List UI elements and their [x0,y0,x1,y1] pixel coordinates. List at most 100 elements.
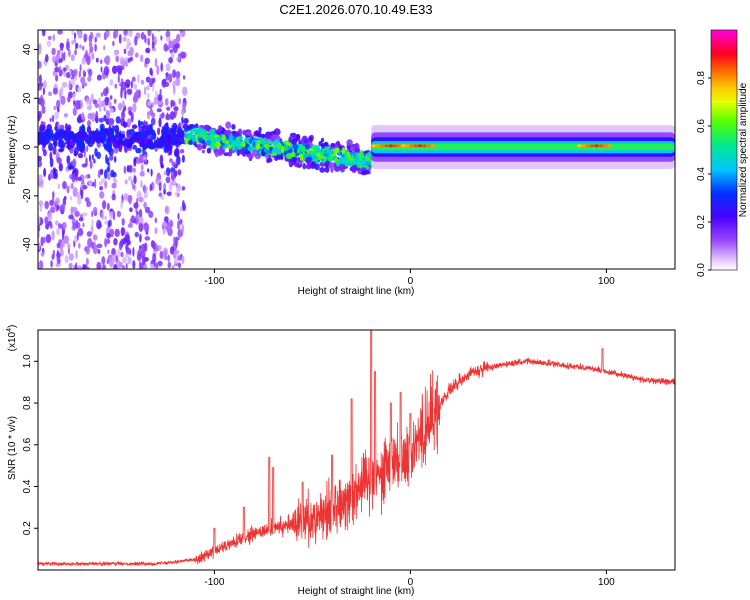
noise-speckle [122,36,127,42]
noise-speckle [106,232,111,239]
noise-speckle [118,102,123,111]
noise-speckle [152,83,155,93]
transition-blob [334,147,340,154]
noise-speckle [63,235,69,245]
noise-speckle [88,98,92,106]
noise-speckle [72,222,76,230]
noise-speckle [160,195,165,200]
noise-speckle [55,74,59,82]
noise-speckle [81,45,85,51]
noise-speckle [104,215,107,220]
y-tick-label: 0.8 [22,396,33,410]
noise-speckle [66,155,71,165]
noise-speckle [114,50,118,57]
noise-speckle [175,71,181,79]
noise-speckle [105,98,109,106]
bottom-y-axis-ticks: 0.2 0.4 0.6 0.8 1.0 [22,354,38,535]
y-tick-label: 0.2 [22,521,33,535]
noise-speckle [77,86,82,93]
noise-band-blob [67,131,73,137]
noise-band-blob [113,136,118,142]
noise-speckle [103,66,110,76]
noise-speckle [165,63,171,72]
noise-speckle [140,262,144,269]
noise-speckle [68,49,71,58]
colorbar: 0.0 0.2 0.4 0.6 0.8 Normalized spectral ampl… [696,29,749,277]
noise-speckle [106,172,111,181]
signal-peak [418,144,423,148]
noise-speckle [106,109,109,116]
noise-speckle [58,58,63,64]
noise-speckle [127,175,133,182]
noise-speckle [58,69,63,77]
colorbar-tick-label: 0.0 [696,263,707,277]
noise-speckle [77,265,83,269]
noise-speckle [179,149,185,154]
noise-speckle [102,200,107,210]
noise-speckle [181,51,187,59]
noise-speckle [173,85,176,95]
transition-blob [325,160,330,167]
noise-speckle [166,191,172,197]
noise-speckle [79,64,82,72]
noise-band-blob [143,131,147,139]
noise-speckle [94,178,97,189]
noise-speckle [172,44,178,54]
noise-speckle [177,220,181,231]
noise-speckle [174,236,180,241]
noise-speckle [163,249,168,259]
signal-peak [392,144,398,148]
noise-speckle [109,257,114,268]
noise-speckle [163,188,167,195]
noise-speckle [182,101,186,111]
noise-speckle [83,82,88,87]
transition-blob [314,156,319,164]
noise-speckle [115,30,119,38]
spectrogram-marks [38,30,675,269]
noise-speckle [38,84,43,91]
noise-band-blob [159,135,167,144]
transition-blob [198,134,202,138]
noise-speckle [161,112,165,118]
noise-speckle [56,99,61,109]
transition-blob [323,153,330,157]
noise-speckle [58,162,63,172]
transition-blob [196,143,203,151]
noise-speckle [138,208,143,219]
noise-speckle [114,228,120,238]
noise-speckle [130,80,133,89]
transition-blob [214,150,219,158]
noise-speckle [91,219,94,226]
noise-speckle [83,33,88,42]
x-tick-label: 0 [408,276,414,287]
noise-band-blob [38,134,42,140]
noise-speckle [78,217,84,222]
noise-speckle [134,35,138,46]
noise-band-blob [168,127,175,134]
noise-speckle [69,184,72,189]
noise-speckle [181,255,185,265]
noise-speckle [126,165,130,173]
noise-speckle [52,34,55,42]
noise-speckle [56,227,61,236]
noise-speckle [68,253,74,261]
noise-speckle [88,68,93,77]
transition-blob [229,133,233,141]
noise-speckle [154,227,158,235]
noise-speckle [47,212,53,221]
noise-speckle [56,106,59,112]
noise-band-blob [176,147,179,156]
signal-peak [388,144,393,148]
noise-speckle [85,257,89,266]
noise-speckle [97,169,101,179]
noise-speckle [81,112,85,120]
noise-speckle [157,260,163,267]
signal-peak [581,144,586,148]
noise-speckle [100,178,106,184]
noise-speckle [128,30,133,38]
signal-peak [577,144,582,148]
noise-speckle [88,179,93,187]
noise-band-blob [175,133,180,139]
noise-speckle [174,170,178,176]
transition-blob [323,141,329,147]
